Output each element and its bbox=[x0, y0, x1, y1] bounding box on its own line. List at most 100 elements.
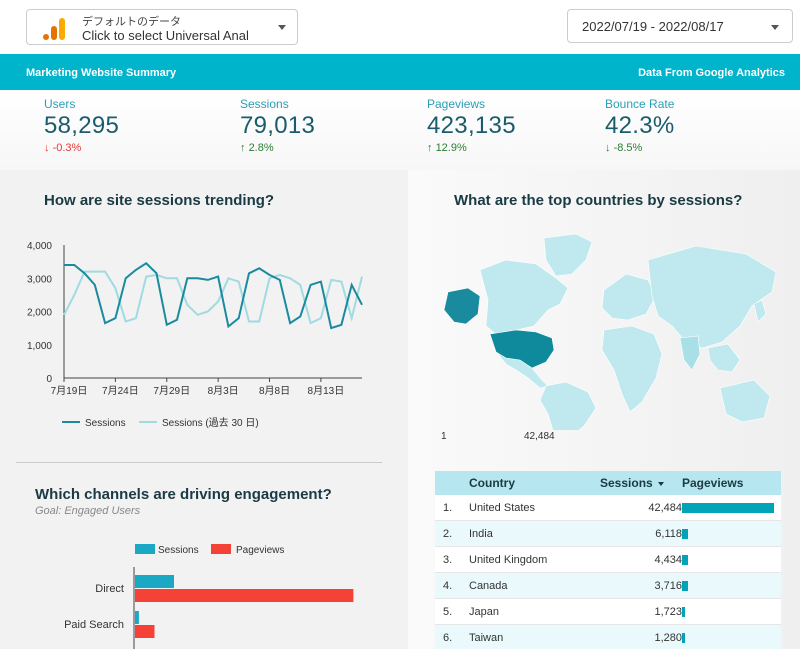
map-region bbox=[601, 273, 657, 321]
map-title: What are the top countries by sessions? bbox=[454, 192, 743, 209]
map-region bbox=[679, 335, 701, 371]
kpi-value: 58,295 bbox=[44, 112, 120, 139]
row-country: United Kingdom bbox=[469, 554, 548, 566]
category-label: Paid Search bbox=[64, 619, 124, 631]
kpi-change: ↓ -0.3% bbox=[44, 142, 119, 154]
data-source-note: Data From Google Analytics bbox=[638, 67, 785, 79]
bar-pageviews bbox=[135, 589, 354, 602]
bar-sessions bbox=[135, 575, 174, 588]
table-row[interactable]: 1. United States 42,484 bbox=[435, 495, 781, 521]
bar-sessions bbox=[135, 611, 139, 624]
top-bar: デフォルトのデータ Click to select Universal Anal… bbox=[0, 0, 800, 54]
kpi-sessions: Sessions 79,013 ↑ 2.8% bbox=[240, 97, 315, 154]
row-rank: 2. bbox=[443, 528, 453, 540]
row-country: India bbox=[469, 528, 493, 540]
kpi-change-value: 12.9% bbox=[435, 142, 467, 154]
table-row[interactable]: 5. Japan 1,723 bbox=[435, 599, 781, 625]
left-panel bbox=[0, 170, 408, 649]
y-tick-label: 1,000 bbox=[27, 341, 52, 352]
header-sessions[interactable]: Sessions bbox=[600, 476, 664, 490]
row-sessions: 1,723 bbox=[654, 606, 682, 618]
map-region bbox=[719, 379, 771, 423]
map-region bbox=[707, 343, 741, 373]
legend-swatch bbox=[135, 544, 155, 554]
arrow-down-icon: ↓ bbox=[605, 142, 611, 154]
analytics-logo-icon bbox=[43, 18, 65, 40]
sort-desc-icon bbox=[657, 481, 664, 486]
row-pageviews-bar bbox=[682, 633, 685, 643]
map-region bbox=[753, 299, 767, 323]
x-tick-label: 8月8日 bbox=[259, 385, 290, 397]
kpi-label: Users bbox=[44, 97, 76, 111]
table-row[interactable]: 6. Taiwan 1,280 bbox=[435, 625, 781, 649]
report-title: Marketing Website Summary bbox=[26, 67, 177, 79]
y-tick-label: 2,000 bbox=[27, 308, 52, 319]
row-sessions: 42,484 bbox=[648, 502, 682, 514]
map-region bbox=[539, 381, 597, 430]
map-region-united-states bbox=[489, 329, 555, 369]
legend-label: Sessions bbox=[158, 545, 199, 556]
date-range-picker[interactable]: 2022/07/19 - 2022/08/17 bbox=[567, 9, 793, 43]
datasource-label: デフォルトのデータ bbox=[82, 15, 181, 28]
date-range-text: 2022/07/19 - 2022/08/17 bbox=[582, 19, 724, 34]
kpi-value: 423,135 bbox=[427, 112, 516, 139]
row-pageviews-bar bbox=[682, 529, 688, 539]
row-pageviews-bar bbox=[682, 555, 688, 565]
row-sessions: 3,716 bbox=[654, 580, 682, 592]
chevron-down-icon bbox=[771, 25, 779, 30]
legend-swatch bbox=[211, 544, 231, 554]
channels-title: Which channels are driving engagement? bbox=[35, 486, 332, 503]
kpi-change: ↑ 2.8% bbox=[240, 142, 315, 154]
channels-bar-chart[interactable]: Sessions Pageviews Direct Paid Search bbox=[0, 535, 408, 649]
kpi-change-value: -0.3% bbox=[52, 142, 82, 154]
table-row[interactable]: 3. United Kingdom 4,434 bbox=[435, 547, 781, 573]
row-pageviews-bar bbox=[682, 503, 774, 513]
row-pageviews-bar bbox=[682, 607, 685, 617]
category-label: Direct bbox=[95, 583, 124, 595]
table-row[interactable]: 2. India 6,118 bbox=[435, 521, 781, 547]
y-tick-label: 4,000 bbox=[27, 241, 52, 252]
table-body: 1. United States 42,484 2. India 6,118 3. Unite… bbox=[435, 495, 781, 649]
header-pageviews[interactable]: Pageviews bbox=[682, 476, 744, 490]
series-line-sessions-previous bbox=[63, 270, 363, 325]
table-row[interactable]: 4. Canada 3,716 bbox=[435, 573, 781, 599]
kpi-users: Users 58,295 ↓ -0.3% bbox=[44, 97, 119, 154]
row-rank: 6. bbox=[443, 632, 453, 644]
kpi-pageviews: Pageviews 423,135 ↑ 12.9% bbox=[427, 97, 516, 154]
x-tick-label: 7月24日 bbox=[102, 385, 139, 397]
x-tick-label: 8月3日 bbox=[208, 385, 239, 397]
report-banner: Marketing Website Summary Data From Goog… bbox=[0, 54, 800, 90]
arrow-down-icon: ↓ bbox=[44, 142, 50, 154]
trend-title: How are site sessions trending? bbox=[44, 192, 275, 209]
kpi-value: 42.3% bbox=[605, 112, 675, 139]
kpi-change-value: 2.8% bbox=[248, 142, 274, 154]
kpi-bounce-rate: Bounce Rate 42.3% ↓ -8.5% bbox=[605, 97, 675, 154]
row-sessions: 1,280 bbox=[654, 632, 682, 644]
map-region bbox=[543, 233, 593, 277]
row-pageviews-bar bbox=[682, 581, 688, 591]
kpi-change: ↓ -8.5% bbox=[605, 142, 675, 154]
scale-max-label: 42,484 bbox=[524, 431, 555, 442]
x-tick-label: 7月29日 bbox=[153, 385, 190, 397]
bar-pageviews bbox=[135, 625, 155, 638]
kpi-row: Users 58,295 ↓ -0.3% Sessions 79,013 ↑ 2… bbox=[0, 90, 800, 170]
x-tick-label: 8月13日 bbox=[308, 385, 345, 397]
series-line-sessions bbox=[64, 262, 363, 330]
kpi-label: Pageviews bbox=[427, 97, 486, 111]
arrow-up-icon: ↑ bbox=[240, 142, 246, 154]
map-region-alaska bbox=[443, 287, 481, 325]
header-country[interactable]: Country bbox=[469, 476, 515, 490]
datasource-selector[interactable]: デフォルトのデータ Click to select Universal Anal bbox=[26, 9, 298, 45]
section-divider bbox=[16, 462, 382, 463]
world-map[interactable] bbox=[436, 230, 786, 430]
row-country: Japan bbox=[469, 606, 499, 618]
scale-min-label: 1 bbox=[441, 431, 447, 442]
chevron-down-icon bbox=[278, 25, 286, 30]
legend-label: Sessions (過去 30 日) bbox=[162, 417, 259, 429]
kpi-value: 79,013 bbox=[240, 112, 316, 139]
kpi-label: Sessions bbox=[240, 97, 289, 111]
channels-subtitle: Goal: Engaged Users bbox=[35, 505, 141, 517]
kpi-change: ↑ 12.9% bbox=[427, 142, 516, 154]
row-rank: 3. bbox=[443, 554, 453, 566]
sessions-trend-chart[interactable]: 0 1,000 2,000 3,000 4,000 7月19日 7月24日 7月29日 8月3日… bbox=[0, 230, 400, 440]
